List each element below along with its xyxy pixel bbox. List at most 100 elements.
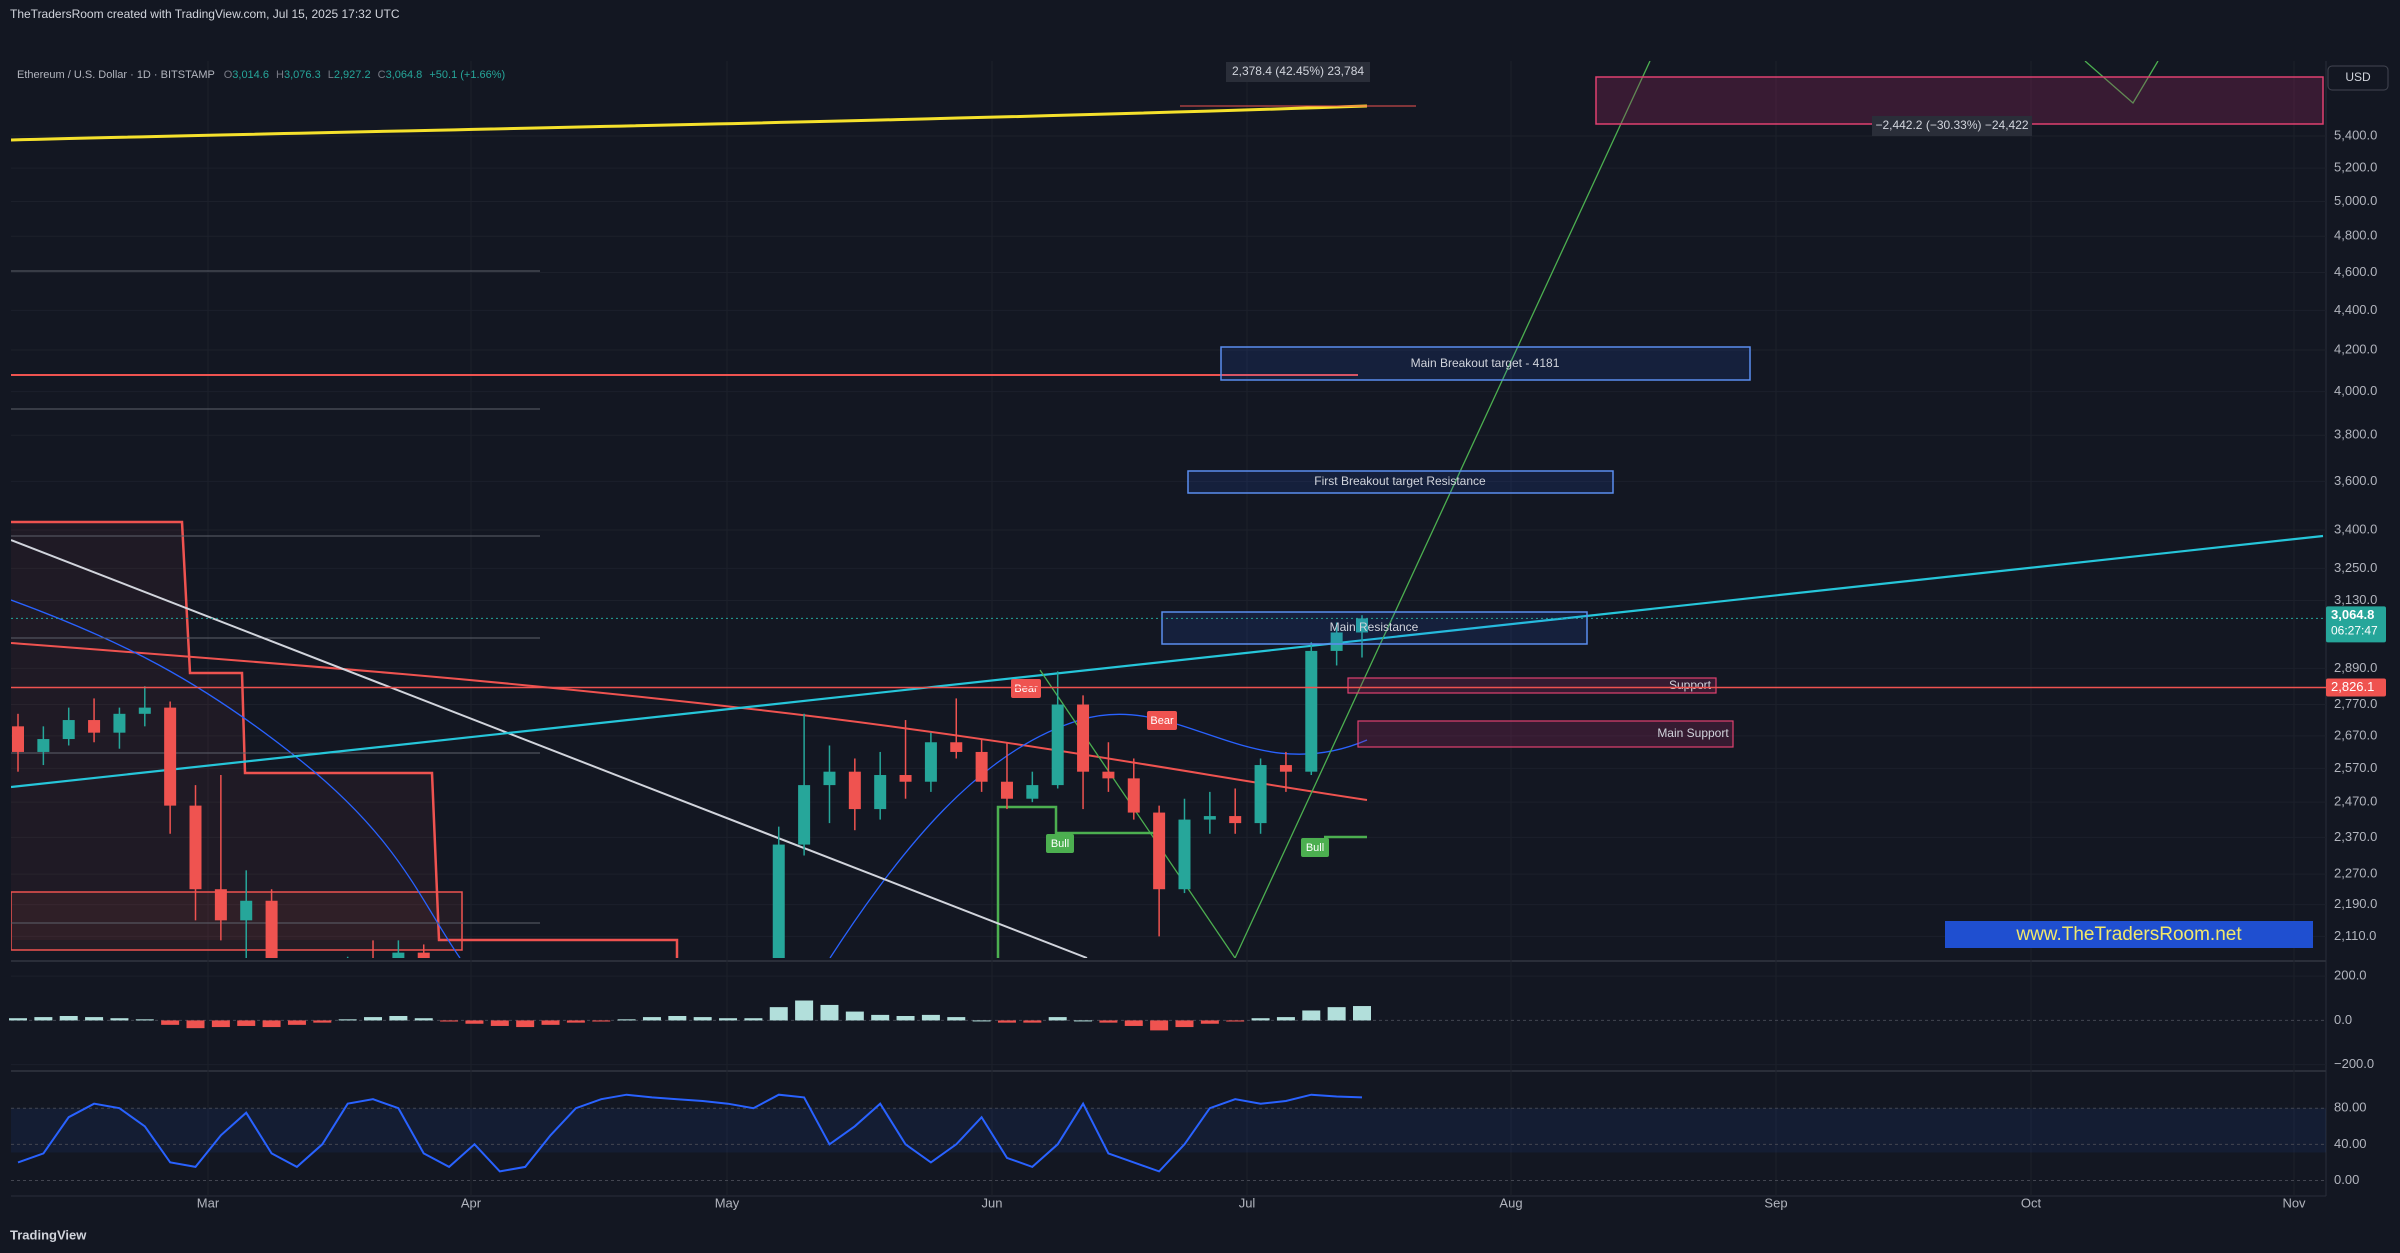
downtrend-line [11,539,1088,958]
macd-bar [566,1020,585,1023]
macd-bar [1175,1020,1194,1028]
resistance-box [1161,611,1588,645]
candle-body [1102,771,1115,779]
macd-bar [1200,1020,1219,1024]
candle-body [417,952,430,958]
candle-body [1203,816,1216,820]
bear-badge [1011,679,1041,698]
level-lines [11,270,540,924]
macd-bar [769,1007,788,1021]
candle-body [950,742,963,752]
y-tick-label: 5,000.0 [2334,193,2377,208]
moving-average [11,642,1368,801]
macd-bar [414,1018,433,1021]
macd-bar [237,1020,256,1026]
y-tick-label: 200.0 [2334,968,2367,983]
uptrend-line [11,534,2324,789]
projection-line [1234,61,1651,958]
macd-bar [997,1020,1016,1023]
y-tick-label: 3,800.0 [2334,427,2377,442]
macd-bar [693,1017,712,1021]
macd-bar [135,1019,154,1021]
ohlc-value: 3,064.8 [386,69,423,81]
website-banner [1945,921,2313,948]
support-label: Main Support [1657,726,1729,740]
y-tick-label: 2,270.0 [2334,866,2377,881]
macd-bar [1226,1020,1245,1022]
support-price-label: 2,826.1 [2331,679,2374,694]
bull-badge [1046,834,1074,853]
bear-label: Bear [1014,683,1038,695]
x-tick-label: Apr [461,1195,482,1210]
macd-bar [262,1020,281,1028]
countdown: 06:27:47 [2331,624,2378,638]
grid [11,61,2326,1196]
currency-button[interactable] [2327,65,2389,91]
macd-bar [1150,1020,1169,1031]
macd-bar [490,1020,509,1026]
candle-body [113,713,126,733]
projection-line [2084,61,2159,105]
macd-bar [338,1019,357,1021]
macd-bar [1353,1006,1371,1021]
y-tick-label: 3,600.0 [2334,473,2377,488]
macd-bar [465,1020,484,1024]
y-tick-label: 2,570.0 [2334,760,2377,775]
macd-bar [592,1020,611,1022]
indicators [11,61,2324,958]
y-tick-label: 4,400.0 [2334,302,2377,317]
top-bar [0,0,2400,30]
macd-bar [642,1017,661,1021]
candle-body [214,889,227,921]
macd-bar [845,1011,864,1021]
y-tick-label: 2,370.0 [2334,829,2377,844]
macd-bar [110,1018,129,1021]
candle-body [1330,632,1343,651]
supertrend-box [11,891,463,951]
y-tick-label: 5,200.0 [2334,160,2377,175]
bear-badge [1147,711,1177,730]
supertrend-line [11,520,679,958]
basis-line [11,599,461,958]
macd-bar [719,1018,738,1021]
y-tick-label: 2,110.0 [2334,928,2376,943]
macd-bar [1276,1017,1295,1021]
candle-body [1051,704,1064,786]
macd-bar [186,1020,205,1029]
candle-body [899,775,912,782]
ohlc-key: O [224,69,233,81]
candle-body [164,707,177,806]
candle-body [1026,785,1039,799]
macd-bar [1048,1017,1067,1021]
candle-body [848,771,861,810]
candle-body [1279,765,1292,772]
candle-body [1077,704,1090,772]
bull-label: Bull [1051,838,1069,850]
y-tick-label: 2,190.0 [2334,896,2377,911]
candle-body [975,751,988,782]
macd-bar [617,1019,636,1021]
macd-bar [287,1020,306,1025]
candle-body [874,775,887,810]
candle-body [1178,819,1191,890]
y-tick-label: 3,400.0 [2334,521,2377,536]
support-price-badge [2326,678,2386,697]
y-tick-label: 2,670.0 [2334,727,2377,742]
symbol-line: Ethereum / U.S. Dollar · 1D · BITSTAMP O… [17,69,505,81]
macd-bar [9,1018,27,1021]
macd-bar [161,1020,180,1025]
x-tick-label: Mar [197,1195,220,1210]
credit: TheTradersRoom created with TradingView.… [10,7,400,21]
candle-body [189,805,202,890]
macd-bar [364,1017,383,1021]
support-label: Support [1669,678,1712,692]
y-tick-label: 4,200.0 [2334,341,2377,356]
macd-bar [1074,1020,1093,1022]
x-tick-label: May [715,1195,740,1210]
candles [12,615,1368,958]
x-tick-label: Jul [1239,1195,1256,1210]
macd-bar [744,1018,763,1021]
measure-label-bg [1872,116,2032,136]
macd-bar [947,1017,966,1021]
